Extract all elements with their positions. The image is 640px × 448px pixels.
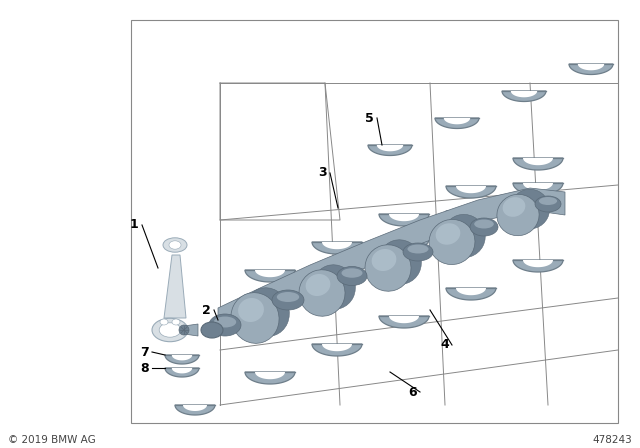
Polygon shape <box>184 324 198 336</box>
Polygon shape <box>172 368 192 373</box>
Polygon shape <box>377 145 403 151</box>
Ellipse shape <box>474 220 494 228</box>
Text: 7: 7 <box>140 345 148 358</box>
Ellipse shape <box>443 215 485 258</box>
Polygon shape <box>164 255 186 318</box>
Polygon shape <box>513 158 563 170</box>
Polygon shape <box>389 239 419 246</box>
Polygon shape <box>312 267 362 279</box>
Polygon shape <box>322 242 352 249</box>
Polygon shape <box>446 211 496 223</box>
Polygon shape <box>379 239 429 251</box>
Polygon shape <box>165 368 199 377</box>
Polygon shape <box>255 372 285 379</box>
Polygon shape <box>578 64 604 70</box>
Polygon shape <box>502 91 546 102</box>
Polygon shape <box>255 295 285 302</box>
Polygon shape <box>322 344 352 351</box>
Text: 6: 6 <box>408 385 417 399</box>
Polygon shape <box>322 267 352 274</box>
Text: 2: 2 <box>202 303 211 316</box>
Polygon shape <box>523 183 553 190</box>
Ellipse shape <box>436 223 460 245</box>
Ellipse shape <box>179 325 189 335</box>
Text: 8: 8 <box>140 362 148 375</box>
Polygon shape <box>312 242 362 254</box>
Text: 3: 3 <box>318 167 326 180</box>
Polygon shape <box>218 188 565 332</box>
Ellipse shape <box>511 189 550 229</box>
Ellipse shape <box>238 298 264 322</box>
Polygon shape <box>368 145 412 155</box>
Polygon shape <box>513 183 563 195</box>
Ellipse shape <box>365 245 411 291</box>
Polygon shape <box>245 372 295 384</box>
Ellipse shape <box>201 322 223 338</box>
Ellipse shape <box>408 245 429 254</box>
Ellipse shape <box>209 314 241 336</box>
Polygon shape <box>523 158 553 165</box>
Ellipse shape <box>470 218 498 236</box>
Ellipse shape <box>306 274 330 296</box>
Text: 5: 5 <box>365 112 374 125</box>
Polygon shape <box>379 214 429 226</box>
Text: 1: 1 <box>130 219 139 232</box>
Polygon shape <box>245 295 295 307</box>
Polygon shape <box>456 288 486 295</box>
Ellipse shape <box>244 288 289 336</box>
Polygon shape <box>511 91 537 97</box>
Ellipse shape <box>379 240 421 284</box>
Polygon shape <box>165 355 199 364</box>
Ellipse shape <box>299 270 345 316</box>
Ellipse shape <box>160 319 168 325</box>
Ellipse shape <box>337 267 367 285</box>
Polygon shape <box>175 405 215 415</box>
Polygon shape <box>446 186 496 198</box>
Polygon shape <box>389 214 419 221</box>
Polygon shape <box>446 288 496 300</box>
Ellipse shape <box>277 292 300 302</box>
Bar <box>131 20 618 423</box>
Polygon shape <box>444 118 470 124</box>
Ellipse shape <box>372 249 396 271</box>
Polygon shape <box>523 260 553 267</box>
Ellipse shape <box>535 196 561 212</box>
Text: 4: 4 <box>440 339 449 352</box>
Text: © 2019 BMW AG: © 2019 BMW AG <box>8 435 96 445</box>
Ellipse shape <box>272 290 304 310</box>
Polygon shape <box>183 405 207 411</box>
Polygon shape <box>245 270 295 282</box>
Ellipse shape <box>214 316 236 327</box>
Ellipse shape <box>231 293 279 343</box>
Ellipse shape <box>539 197 557 205</box>
Polygon shape <box>569 64 613 74</box>
Ellipse shape <box>169 241 181 249</box>
Ellipse shape <box>497 194 539 236</box>
Polygon shape <box>389 316 419 323</box>
Ellipse shape <box>163 238 187 252</box>
Ellipse shape <box>172 319 180 325</box>
Polygon shape <box>312 344 362 356</box>
Ellipse shape <box>342 268 362 278</box>
Ellipse shape <box>152 318 188 342</box>
Ellipse shape <box>502 197 525 217</box>
Polygon shape <box>513 260 563 272</box>
Polygon shape <box>255 270 285 277</box>
Ellipse shape <box>403 243 433 261</box>
Ellipse shape <box>313 265 355 309</box>
Polygon shape <box>379 316 429 328</box>
Ellipse shape <box>159 323 181 337</box>
Polygon shape <box>172 355 192 360</box>
Polygon shape <box>456 186 486 193</box>
Text: 478243: 478243 <box>592 435 632 445</box>
Ellipse shape <box>429 220 475 265</box>
Polygon shape <box>456 211 486 218</box>
Polygon shape <box>435 118 479 129</box>
